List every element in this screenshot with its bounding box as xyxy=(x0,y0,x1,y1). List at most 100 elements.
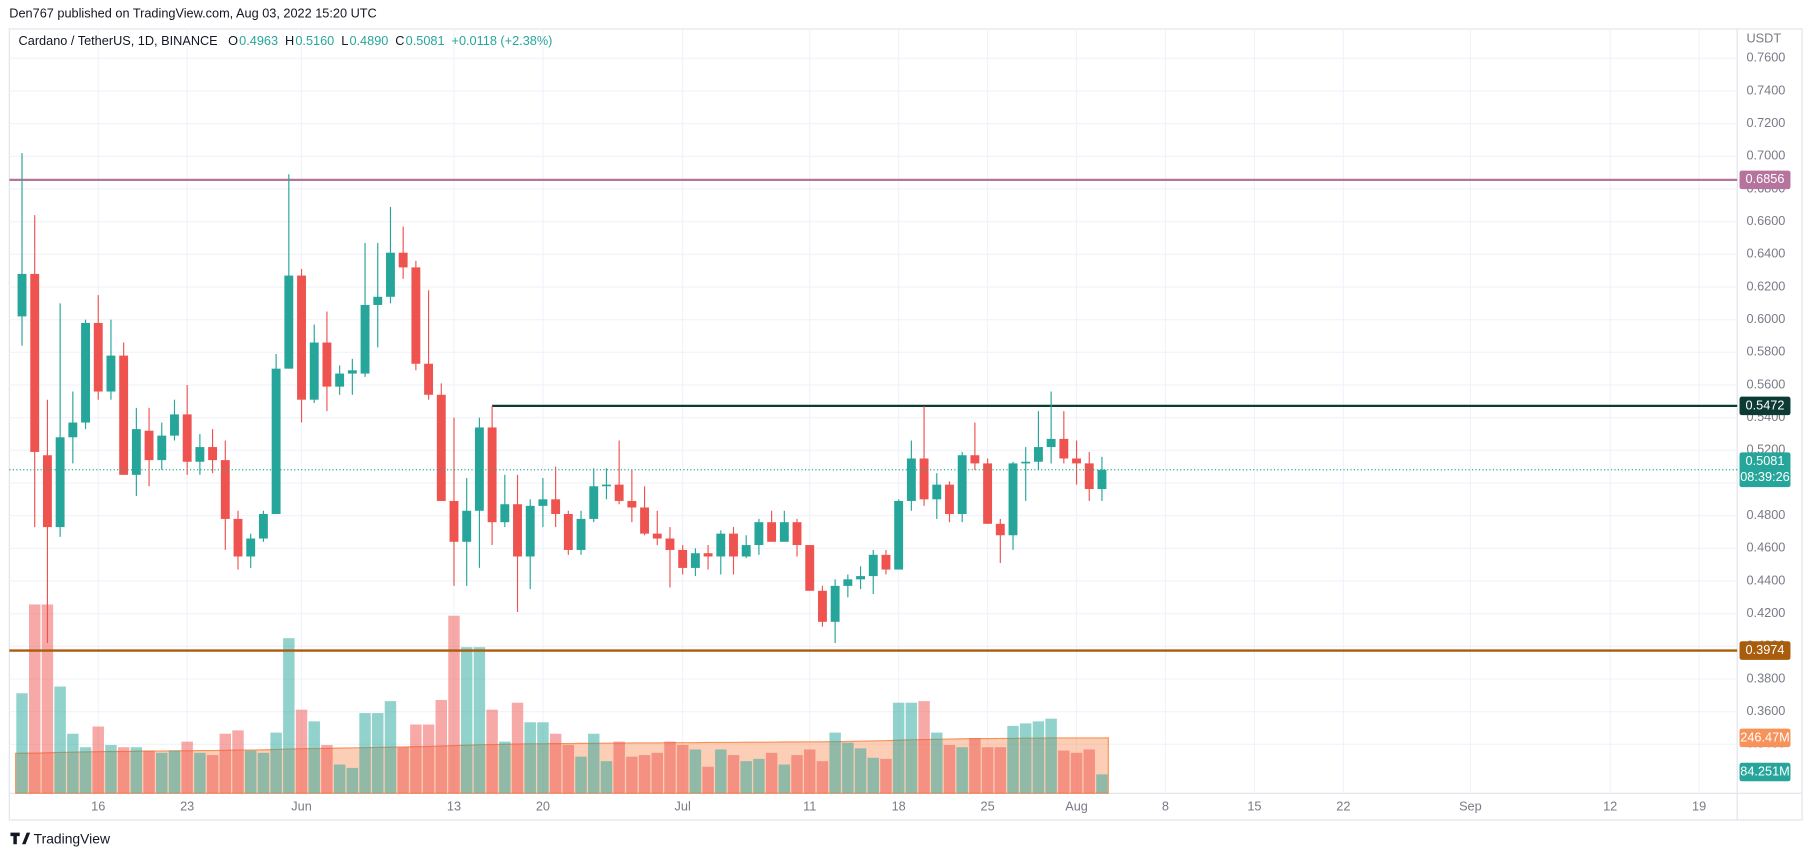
candle-body xyxy=(767,522,777,542)
volume-bar xyxy=(79,747,92,794)
candle-body xyxy=(525,505,535,557)
y-tick-label: 0.4400 xyxy=(1746,572,1785,587)
candle-body xyxy=(360,304,370,374)
volume-bar xyxy=(499,741,511,794)
volume-bar xyxy=(588,733,600,794)
volume-bar xyxy=(1007,725,1019,794)
y-tick-label: 0.6000 xyxy=(1746,311,1785,326)
candle-body xyxy=(716,533,726,557)
x-tick-label: Jun xyxy=(291,799,312,814)
volume-bar xyxy=(562,744,575,794)
volume-bar xyxy=(638,755,651,794)
volume-bar xyxy=(16,693,28,794)
volume-bar xyxy=(918,701,930,794)
level-tag: 0.5472 xyxy=(1746,397,1785,412)
volume-bar xyxy=(867,757,879,794)
candle-body xyxy=(983,463,993,524)
candle-body xyxy=(1021,461,1031,464)
volume-bar xyxy=(575,756,587,794)
volume-bar xyxy=(842,742,854,794)
volume-bar xyxy=(664,741,676,794)
volume-bar xyxy=(168,750,181,794)
candle-body xyxy=(1059,438,1069,459)
candle-body xyxy=(906,458,916,501)
volume-bar xyxy=(943,744,956,794)
y-tick-label: 0.4600 xyxy=(1746,540,1785,555)
volume-bar xyxy=(880,758,892,794)
candle-body xyxy=(119,355,129,475)
candle-body xyxy=(589,486,599,519)
volume-bar xyxy=(435,700,447,794)
legend-key: C xyxy=(395,33,404,48)
volume-bar xyxy=(524,722,536,794)
y-tick-label: 0.4200 xyxy=(1746,605,1785,620)
volume-bar xyxy=(410,724,422,794)
volume-bar xyxy=(537,722,549,794)
y-tick-label: 0.5800 xyxy=(1746,344,1785,359)
x-tick-label: 8 xyxy=(1162,799,1169,814)
candle-body xyxy=(945,484,954,515)
volume-tag: 84.251M xyxy=(1740,763,1789,778)
candle-body xyxy=(386,252,395,297)
volume-bar xyxy=(232,730,244,794)
candle-body xyxy=(500,504,510,523)
candle-body xyxy=(576,518,586,550)
candle-body xyxy=(233,518,243,557)
volume-bar xyxy=(626,756,638,794)
level-tag: 0.6856 xyxy=(1746,171,1785,186)
candle-body xyxy=(894,500,904,570)
volume-bar xyxy=(981,747,994,794)
volume-bar xyxy=(397,747,409,794)
volume-bar xyxy=(270,732,282,794)
candle-body xyxy=(678,549,688,568)
x-tick-label: 12 xyxy=(1603,799,1617,814)
x-tick-label: 13 xyxy=(447,799,461,814)
candle-body xyxy=(220,460,230,519)
volume-bar xyxy=(359,713,371,794)
candle-body xyxy=(995,523,1005,536)
x-tick-label: Jul xyxy=(675,799,691,814)
candle-body xyxy=(779,522,789,542)
volume-bar xyxy=(29,604,41,794)
volume-bar xyxy=(816,761,829,794)
volume-bar xyxy=(460,647,473,794)
candle-body xyxy=(271,368,281,515)
candle-body xyxy=(792,522,802,546)
candle-body xyxy=(436,394,446,501)
candle-body xyxy=(398,252,408,268)
candle-body xyxy=(144,430,154,461)
y-tick-label: 0.7000 xyxy=(1746,148,1785,163)
candle-body xyxy=(843,579,853,586)
volume-bar xyxy=(130,747,143,794)
volume-bar xyxy=(333,764,346,794)
volume-ma-tag-bg xyxy=(1739,728,1791,748)
candle-body xyxy=(1084,463,1094,490)
last-price-tag-bg xyxy=(1739,452,1791,488)
candle-body xyxy=(182,414,192,462)
candle-body xyxy=(1097,469,1107,490)
legend-symbol: Cardano / TetherUS, 1D, BINANCE xyxy=(19,33,218,48)
candle-body xyxy=(424,363,434,395)
x-tick-label: 11 xyxy=(803,799,816,814)
volume-bar xyxy=(54,686,66,794)
legend-key: H xyxy=(285,33,294,48)
last-price-tag: 0.5081 xyxy=(1746,453,1785,468)
legend-key: O xyxy=(228,33,238,48)
brand-name: TradingView xyxy=(34,830,111,846)
candle-body xyxy=(627,500,637,508)
volume-bar xyxy=(308,721,320,794)
y-tick-label: 0.6600 xyxy=(1746,213,1785,228)
legend-key: L xyxy=(341,33,348,48)
volume-bar xyxy=(854,748,867,794)
candle-body xyxy=(652,533,662,539)
candle-body xyxy=(195,447,205,462)
candle-body xyxy=(1072,458,1081,464)
candle-body xyxy=(640,507,650,534)
candle-body xyxy=(729,533,738,557)
volume-bar xyxy=(804,749,816,794)
candle-body xyxy=(1046,438,1056,448)
volume-bar xyxy=(689,749,702,794)
volume-bar xyxy=(244,750,257,794)
level-tag-bg xyxy=(1739,170,1791,190)
volume-bar xyxy=(67,733,79,794)
